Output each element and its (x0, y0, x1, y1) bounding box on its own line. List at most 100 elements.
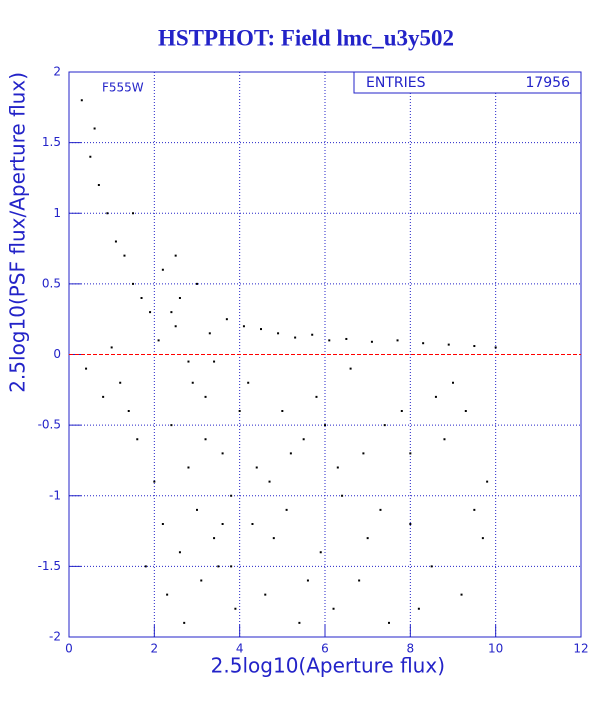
annotation: F555W (102, 81, 144, 95)
point (434, 395, 437, 398)
point (178, 297, 181, 299)
y-tick-label: 1 (53, 206, 61, 220)
point (97, 184, 100, 186)
point (144, 565, 147, 568)
point (494, 346, 497, 349)
point (332, 607, 335, 610)
point (213, 537, 216, 540)
point (119, 381, 122, 384)
point (106, 212, 109, 215)
point (140, 297, 143, 299)
point (89, 155, 92, 158)
point (217, 565, 220, 568)
x-tick-label: 6 (321, 642, 329, 656)
point (349, 367, 352, 370)
stats-label: ENTRIES (366, 75, 426, 91)
point (379, 508, 382, 511)
point (191, 381, 194, 384)
x-tick-label: 4 (236, 642, 244, 656)
point (328, 339, 331, 342)
point (409, 452, 412, 455)
stats-box (353, 71, 582, 94)
y-tick-label: -0.5 (38, 418, 61, 432)
point (473, 508, 476, 511)
point (486, 480, 489, 483)
point (388, 621, 390, 624)
point (260, 328, 262, 331)
point (225, 318, 228, 321)
x-tick-label: 0 (65, 642, 73, 656)
point (383, 424, 386, 427)
point (187, 360, 190, 363)
point (110, 346, 113, 349)
stats-value: 17956 (525, 75, 570, 91)
point (341, 494, 344, 497)
point (345, 337, 348, 340)
point (255, 466, 258, 469)
point (170, 424, 173, 427)
point (422, 342, 425, 345)
point (464, 410, 467, 412)
point (234, 607, 237, 610)
point (481, 537, 484, 540)
point (251, 523, 254, 525)
point (196, 282, 198, 285)
point (315, 395, 318, 398)
point (264, 593, 267, 596)
chart-title: HSTPHOT: Field lmc_u3y502 (158, 25, 454, 50)
point (302, 438, 305, 441)
point (362, 452, 365, 455)
point (285, 508, 288, 511)
point (443, 438, 446, 441)
point (132, 212, 134, 215)
point (85, 367, 88, 370)
point (447, 343, 450, 346)
point (166, 593, 169, 596)
x-tick-label: 2 (151, 642, 159, 656)
point (221, 523, 224, 525)
point (213, 360, 216, 363)
y-tick-label: 2 (53, 65, 61, 79)
point (230, 494, 233, 497)
point (153, 480, 156, 483)
point (204, 395, 207, 398)
point (157, 339, 160, 342)
x-tick-label: 12 (573, 642, 588, 656)
point (161, 268, 164, 271)
point (396, 339, 399, 342)
point (208, 332, 211, 335)
x-axis-title: 2.5log10(Aperture flux) (211, 654, 445, 678)
point (294, 336, 297, 339)
point (238, 410, 241, 412)
point (114, 240, 117, 243)
y-tick-label: -1 (49, 488, 61, 502)
point (289, 452, 292, 455)
point (170, 311, 173, 314)
point (268, 480, 271, 483)
point (358, 579, 361, 582)
point (247, 381, 250, 384)
point (430, 565, 433, 568)
point (409, 523, 412, 525)
x-tick-label: 10 (488, 642, 503, 656)
point (417, 607, 420, 610)
point (127, 410, 130, 412)
point (136, 438, 139, 441)
y-tick-label: 0 (53, 347, 61, 361)
point (306, 579, 309, 582)
point (324, 424, 326, 427)
point (298, 621, 301, 624)
point (132, 282, 134, 285)
point (311, 333, 314, 336)
point (93, 127, 96, 130)
y-axis-title: 2.5log10(PSF flux/Aperture flux) (6, 72, 30, 393)
point (460, 593, 463, 596)
point (272, 537, 275, 540)
point (366, 537, 369, 540)
point (174, 254, 177, 257)
y-tick-label: 0.5 (42, 276, 61, 290)
point (178, 551, 181, 554)
point (149, 311, 152, 314)
x-tick-label: 8 (407, 642, 415, 656)
